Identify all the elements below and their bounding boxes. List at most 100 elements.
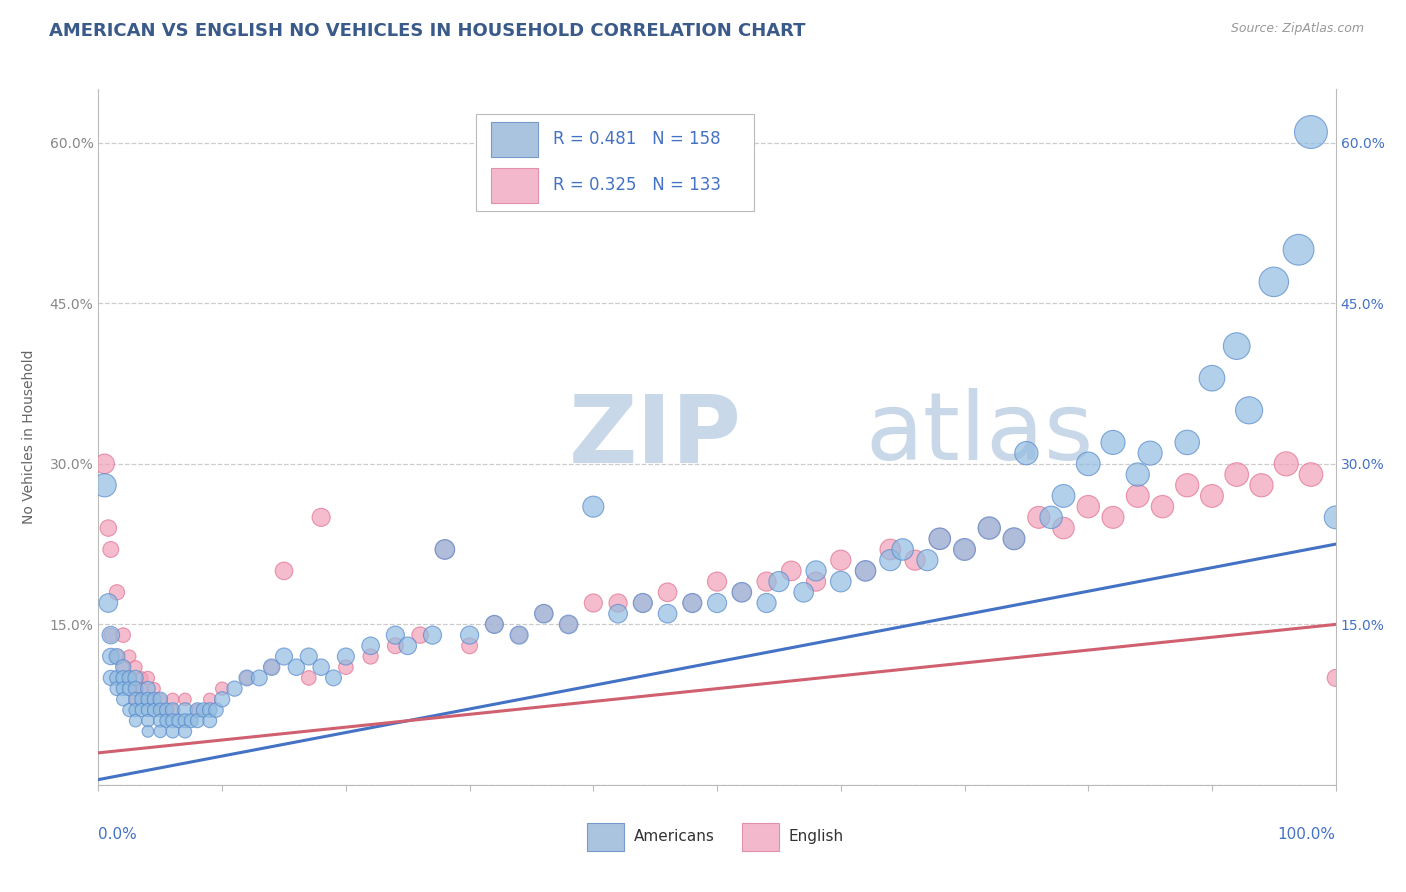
FancyBboxPatch shape xyxy=(588,823,624,851)
Point xyxy=(112,660,135,674)
Point xyxy=(533,607,555,621)
Point xyxy=(1175,478,1198,492)
Point xyxy=(360,639,382,653)
Point xyxy=(118,681,141,696)
Point xyxy=(105,649,128,664)
Point xyxy=(162,724,184,739)
Point xyxy=(433,542,456,557)
Point xyxy=(247,671,270,685)
Point xyxy=(105,671,128,685)
Y-axis label: No Vehicles in Household: No Vehicles in Household xyxy=(22,350,35,524)
Point xyxy=(143,692,166,706)
Point xyxy=(1263,275,1285,289)
Point xyxy=(1237,403,1260,417)
Point xyxy=(100,628,122,642)
Point xyxy=(309,660,332,674)
Point xyxy=(149,703,172,717)
Point xyxy=(484,617,506,632)
Point xyxy=(298,649,321,664)
Point xyxy=(149,692,172,706)
FancyBboxPatch shape xyxy=(491,168,537,202)
Point xyxy=(105,649,128,664)
Point xyxy=(1226,339,1249,353)
Point xyxy=(162,703,184,717)
Point xyxy=(804,574,827,589)
Point xyxy=(105,585,128,599)
Point xyxy=(793,585,815,599)
Point xyxy=(124,714,146,728)
Point xyxy=(1299,125,1322,139)
Point xyxy=(124,671,146,685)
Point xyxy=(1201,489,1223,503)
Point xyxy=(657,585,679,599)
Point xyxy=(174,714,197,728)
Point xyxy=(768,574,790,589)
Point xyxy=(928,532,950,546)
Point xyxy=(384,639,406,653)
Point xyxy=(508,628,530,642)
Point xyxy=(118,671,141,685)
Point xyxy=(124,692,146,706)
Point xyxy=(162,703,184,717)
Point xyxy=(205,703,228,717)
Point xyxy=(1077,500,1099,514)
Point xyxy=(1002,532,1025,546)
Point xyxy=(174,724,197,739)
Point xyxy=(193,703,215,717)
Point xyxy=(224,681,246,696)
Point xyxy=(731,585,754,599)
Point xyxy=(582,500,605,514)
Point xyxy=(484,617,506,632)
Point xyxy=(131,681,153,696)
Point xyxy=(422,628,444,642)
Point xyxy=(1299,467,1322,482)
Text: 0.0%: 0.0% xyxy=(98,827,138,842)
Point xyxy=(855,564,877,578)
Point xyxy=(118,671,141,685)
Point xyxy=(360,649,382,664)
Point xyxy=(136,681,159,696)
Point xyxy=(1175,435,1198,450)
Point xyxy=(236,671,259,685)
Point xyxy=(186,714,208,728)
Point xyxy=(979,521,1001,535)
Point xyxy=(1275,457,1298,471)
Point xyxy=(97,521,120,535)
Point xyxy=(396,639,419,653)
Point xyxy=(1201,371,1223,385)
Point xyxy=(149,692,172,706)
Point xyxy=(124,703,146,717)
Point xyxy=(953,542,976,557)
Point xyxy=(93,457,115,471)
Point xyxy=(657,607,679,621)
Point xyxy=(118,703,141,717)
Point xyxy=(409,628,432,642)
Point xyxy=(124,681,146,696)
Point xyxy=(1040,510,1063,524)
Point xyxy=(1028,510,1050,524)
Point xyxy=(335,660,357,674)
Point xyxy=(136,714,159,728)
Point xyxy=(100,649,122,664)
Point xyxy=(180,714,202,728)
Text: ZIP: ZIP xyxy=(568,391,741,483)
FancyBboxPatch shape xyxy=(742,823,779,851)
Point xyxy=(167,714,190,728)
Point xyxy=(124,660,146,674)
Point xyxy=(1250,478,1272,492)
Point xyxy=(706,596,728,610)
Point xyxy=(1126,467,1149,482)
Text: AMERICAN VS ENGLISH NO VEHICLES IN HOUSEHOLD CORRELATION CHART: AMERICAN VS ENGLISH NO VEHICLES IN HOUSE… xyxy=(49,22,806,40)
Point xyxy=(706,574,728,589)
Point xyxy=(1288,243,1310,257)
Point xyxy=(508,628,530,642)
Point xyxy=(855,564,877,578)
Text: R = 0.325   N = 133: R = 0.325 N = 133 xyxy=(553,177,720,194)
Point xyxy=(100,671,122,685)
Point xyxy=(904,553,927,567)
Point xyxy=(124,681,146,696)
Point xyxy=(105,681,128,696)
Point xyxy=(93,478,115,492)
Point xyxy=(780,564,803,578)
Point xyxy=(458,628,481,642)
